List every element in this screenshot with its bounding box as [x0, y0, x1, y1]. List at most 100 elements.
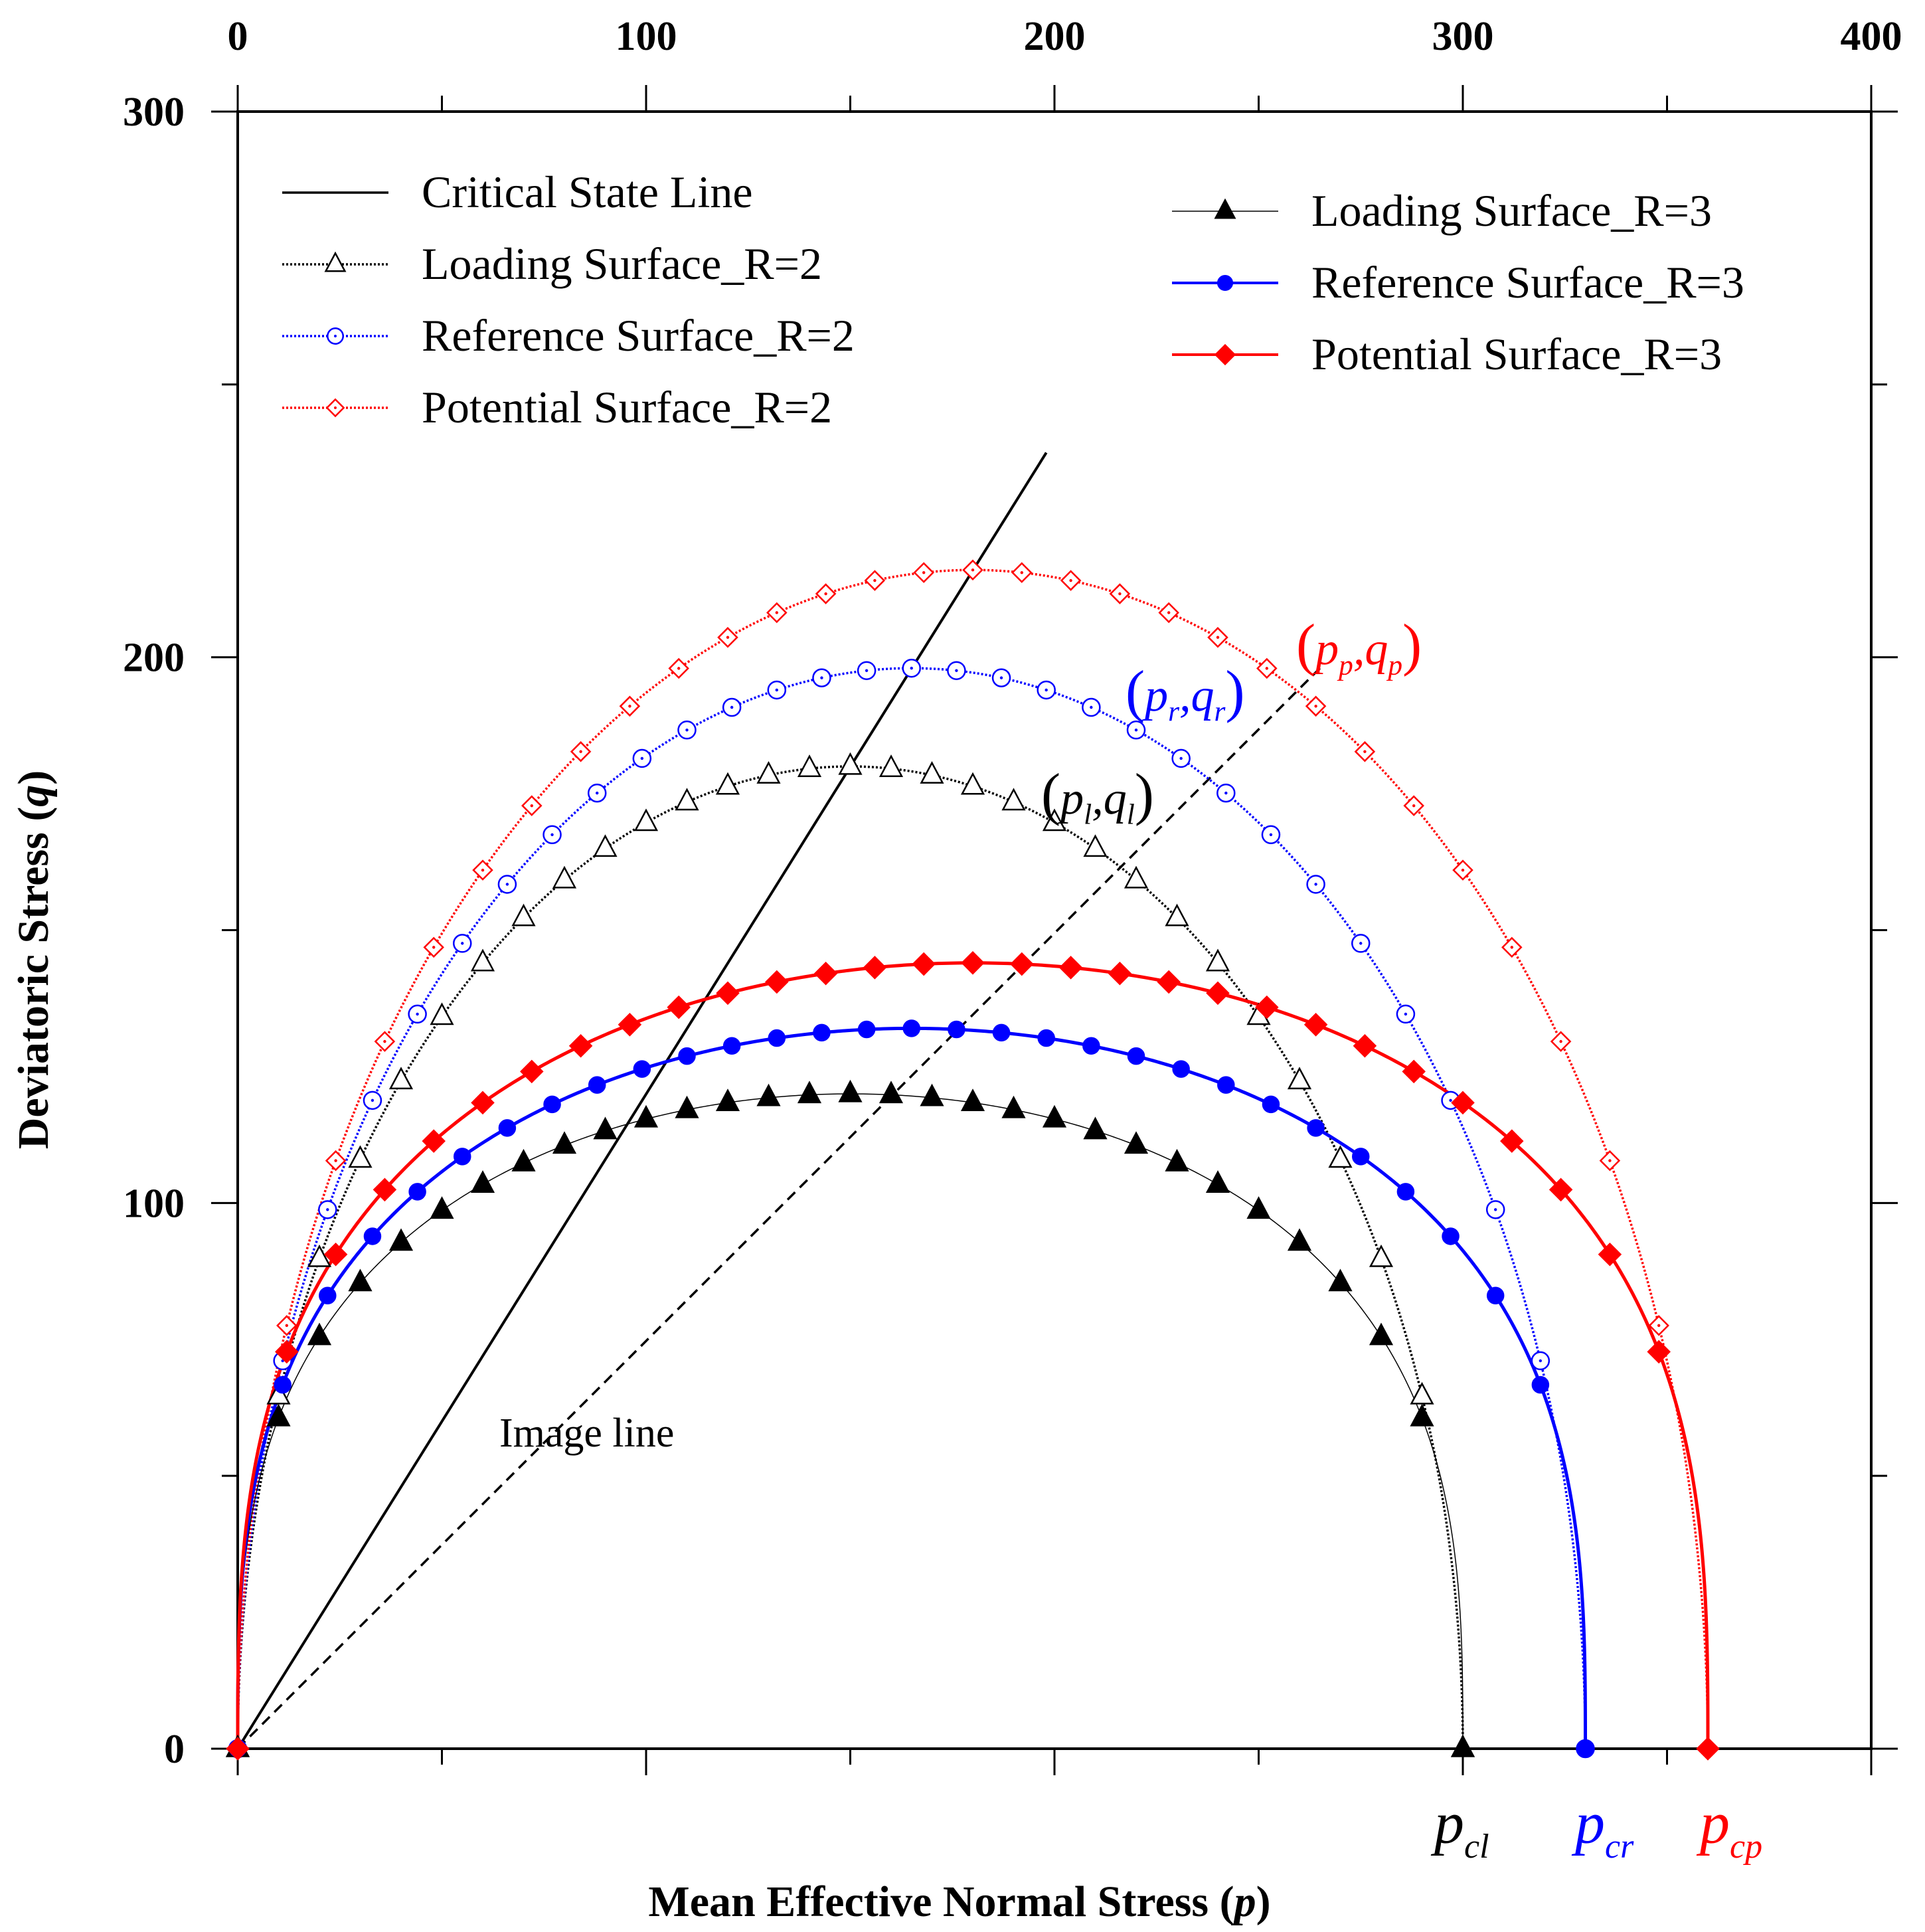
plot-frame-layer [211, 85, 1898, 1775]
tick-labels-layer: 0 100 200 300 400 0 100 200 300 [123, 14, 1902, 1772]
marker-reference-surface-r-3 [633, 1060, 651, 1078]
legend-label: Potential Surface_R=3 [1311, 329, 1722, 379]
legend-marker [1214, 198, 1236, 219]
annotations-layer: Image line(pl,ql)(pr,qr)(pp,qp)pcl pcr pcp [499, 612, 1762, 1866]
marker-potential-surface-r-3 [1451, 1091, 1475, 1115]
legend-marker [1216, 274, 1234, 292]
marker-reference-surface-r-3 [1082, 1037, 1100, 1055]
marker-potential-surface-r-3 [226, 1737, 250, 1761]
p-label-base: p [1430, 1791, 1464, 1856]
x-axis-title-var: p [1231, 1878, 1256, 1926]
marker-loading-surface-r-2 [511, 903, 536, 926]
marker-potential-surface-r-3 [716, 981, 740, 1006]
marker-reference-surface-r-3 [948, 1020, 965, 1039]
point-label-part: ( [1126, 659, 1145, 723]
legend-label: Loading Surface_R=3 [1311, 185, 1712, 236]
marker-potential-surface-r-2-dot [1461, 868, 1465, 872]
marker-loading-surface-r-3 [1042, 1104, 1067, 1128]
marker-reference-surface-r-2-dot [1224, 791, 1228, 795]
p-label-sub: cl [1464, 1828, 1489, 1866]
marker-reference-surface-r-2-dot [910, 666, 913, 670]
y-axis-title-var: q [9, 785, 58, 807]
marker-reference-surface-r-3 [1396, 1183, 1415, 1201]
marker-potential-surface-r-3 [422, 1129, 446, 1153]
marker-potential-surface-r-2-dot [628, 705, 631, 708]
curve-loading-surface-r-2 [236, 765, 1464, 1749]
x-tick-label: 200 [1024, 14, 1086, 59]
marker-potential-surface-r-2-dot [481, 868, 485, 872]
marker-potential-surface-r-3 [1255, 995, 1279, 1019]
marker-loading-surface-r-3 [633, 1104, 659, 1128]
marker-potential-surface-r-3 [323, 1242, 348, 1267]
marker-potential-surface-r-3 [912, 952, 936, 976]
marker-loading-surface-r-2 [1042, 808, 1067, 832]
marker-reference-surface-r-3 [543, 1095, 561, 1114]
marker-reference-surface-r-2-dot [1045, 688, 1048, 692]
marker-loading-surface-r-3 [430, 1196, 454, 1219]
x-tick-label: 400 [1841, 14, 1902, 59]
marker-loading-surface-r-3 [1328, 1269, 1353, 1292]
marker-reference-surface-r-2-dot [1134, 728, 1138, 732]
marker-reference-surface-r-2-dot [999, 676, 1003, 679]
marker-reference-surface-r-2-dot [371, 1098, 375, 1102]
point-label-part: p [1386, 649, 1402, 681]
marker-potential-surface-r-2-dot [1510, 946, 1513, 949]
marker-potential-surface-r-2-dot [1020, 571, 1024, 574]
marker-reference-surface-r-3 [1486, 1286, 1505, 1305]
y-axis-title-text: Deviatoric Stress ( [9, 807, 58, 1150]
marker-loading-surface-r-3 [715, 1089, 740, 1111]
point-label-part: ) [1135, 762, 1154, 826]
marker-loading-surface-r-3 [552, 1131, 577, 1154]
x-axis-title-text: Mean Effective Normal Stress ( [648, 1878, 1234, 1926]
legend-entry: Loading Surface_R=2 [282, 238, 822, 289]
marker-reference-surface-r-3 [1531, 1375, 1550, 1394]
marker-potential-surface-r-3 [275, 1340, 299, 1364]
marker-potential-surface-r-3 [373, 1178, 397, 1202]
marker-loading-surface-r-2 [266, 1381, 291, 1405]
p-label-base: p [1571, 1791, 1605, 1856]
marker-reference-surface-r-2-dot [1090, 705, 1093, 709]
marker-reference-surface-r-2-dot [640, 756, 644, 760]
marker-potential-surface-r-3 [1696, 1737, 1720, 1761]
marker-potential-surface-r-2-dot [873, 578, 877, 582]
marker-potential-surface-r-2-dot [285, 1324, 288, 1328]
marker-reference-surface-r-3 [1172, 1060, 1190, 1078]
marker-potential-surface-r-3 [863, 956, 887, 980]
marker-loading-surface-r-2 [1124, 865, 1149, 889]
marker-potential-surface-r-3 [471, 1091, 495, 1115]
marker-loading-surface-r-2 [307, 1244, 332, 1267]
marker-potential-surface-r-2-dot [1167, 611, 1171, 614]
marker-reference-surface-r-3 [274, 1375, 292, 1394]
p-cl-label: pcl [1430, 1791, 1489, 1866]
marker-potential-surface-r-2-dot [1412, 804, 1416, 808]
marker-loading-surface-r-2 [1410, 1381, 1434, 1405]
x-tick-label: 0 [228, 14, 248, 59]
marker-loading-surface-r-3 [1287, 1228, 1312, 1251]
marker-potential-surface-r-3 [520, 1059, 544, 1084]
marker-potential-surface-r-3 [1303, 1013, 1328, 1037]
legend-label: Reference Surface_R=3 [1311, 257, 1744, 307]
marker-loading-surface-r-3 [307, 1322, 332, 1346]
marker-loading-surface-r-2 [1369, 1244, 1394, 1267]
marker-loading-surface-r-2 [756, 760, 781, 784]
point-label-part: , [1353, 624, 1365, 675]
marker-reference-surface-r-3 [1127, 1047, 1145, 1065]
marker-potential-surface-r-3 [1157, 970, 1181, 994]
marker-reference-surface-r-2-dot [416, 1012, 419, 1016]
marker-loading-surface-r-2 [1205, 948, 1230, 972]
marker-reference-surface-r-3 [498, 1119, 517, 1137]
marker-potential-surface-r-2-dot [383, 1039, 386, 1043]
y-tick-label: 200 [123, 636, 185, 681]
marker-loading-surface-r-3 [960, 1089, 985, 1111]
marker-loading-surface-r-3 [1410, 1403, 1434, 1427]
marker-loading-surface-r-2 [1083, 834, 1108, 857]
marker-reference-surface-r-3 [363, 1227, 382, 1245]
marker-potential-surface-r-3 [813, 962, 838, 986]
marker-loading-surface-r-2 [675, 788, 699, 811]
reference-lines-layer [236, 452, 1321, 1750]
marker-reference-surface-r-3 [1352, 1148, 1370, 1166]
point-label-part: ( [1041, 762, 1060, 826]
legend-marker-dot [334, 335, 337, 337]
marker-loading-surface-r-2 [797, 754, 822, 777]
legend-marker-dot [334, 406, 337, 409]
